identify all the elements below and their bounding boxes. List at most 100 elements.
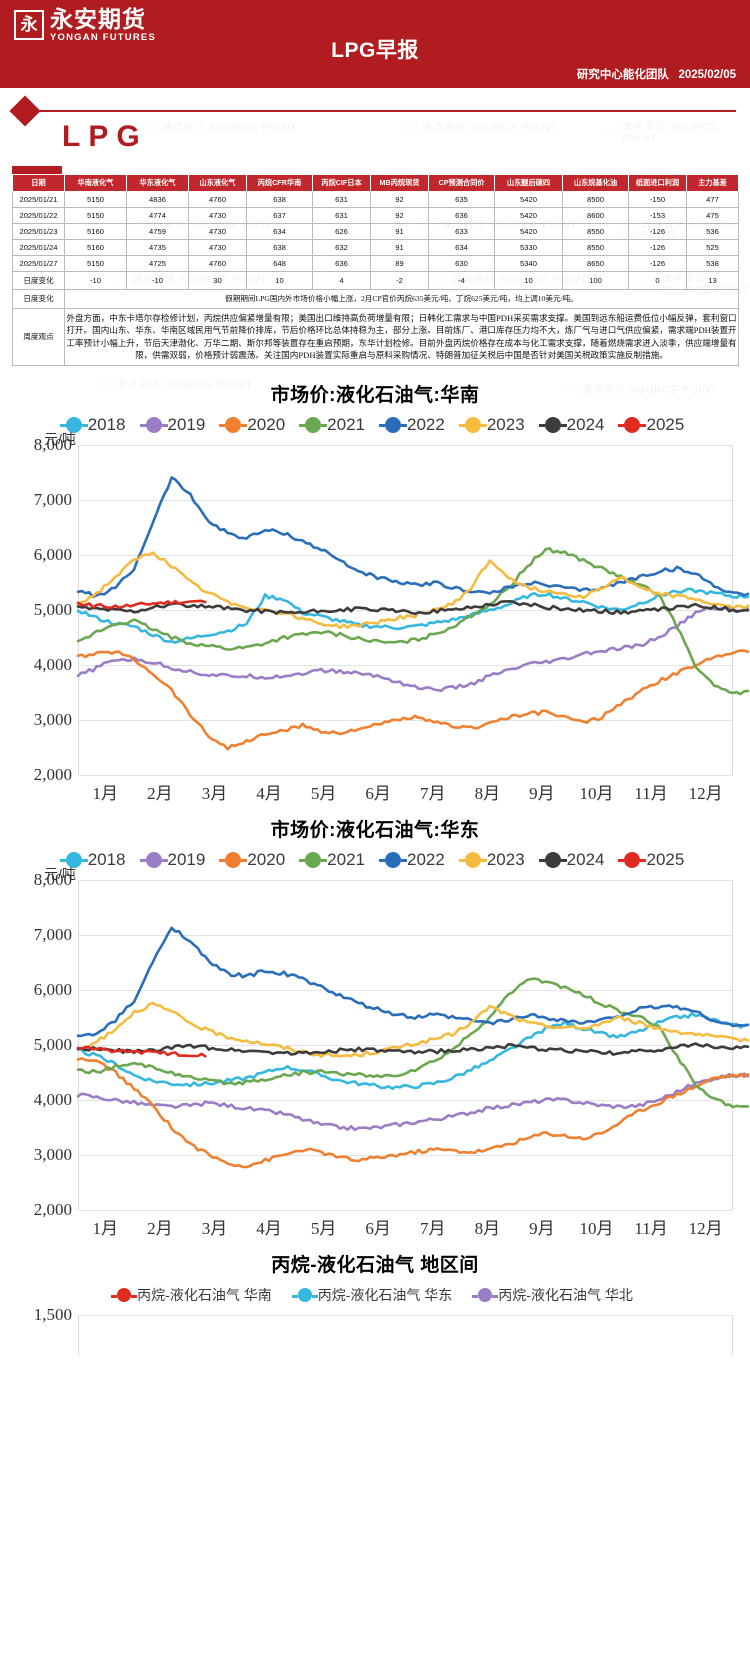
brand-logo: 永 永安期货 YONGAN FUTURES [14, 8, 156, 43]
x-tick-label: 9月 [529, 783, 555, 803]
daily-change-cell: 0 [628, 271, 687, 290]
table-cell: 4725 [126, 255, 189, 272]
chart-title: 丙烷-液化石油气 地区间 [271, 1254, 479, 1276]
table-cell: 631 [312, 207, 371, 224]
table-cell: 536 [686, 223, 739, 240]
daily-change-cell: -2 [370, 271, 429, 290]
legend-label: 2018 [87, 414, 126, 434]
legend-marker-icon [299, 851, 328, 868]
legend-item[interactable]: 2023 [458, 414, 525, 435]
y-tick-label: 6,000 [33, 544, 72, 564]
y-tick-label: 5,000 [33, 599, 72, 619]
table-cell: 631 [312, 191, 371, 208]
chart-title: 市场价:液化石油气:华东 [270, 819, 480, 841]
y-tick-label: 2,000 [33, 764, 72, 784]
y-tick-label: 1,500 [33, 1304, 72, 1324]
series-line [76, 1041, 750, 1056]
x-tick-label: 10月 [579, 1218, 614, 1238]
legend-marker-icon [111, 1287, 138, 1302]
legend-label: 2025 [646, 414, 685, 434]
x-axis-labels: 1月 2月 3月 4月 5月 6月 7月 8月 9月 10月 11月 12月 [78, 779, 733, 804]
table-col-header: 山东醚后碳四 [494, 174, 563, 192]
gridline [79, 499, 732, 501]
legend-label: 2020 [247, 849, 286, 869]
legend-item[interactable]: 2018 [59, 850, 126, 870]
legend-label: 2019 [167, 849, 206, 869]
legend-label: 丙烷-液化石油气 华北 [498, 1286, 633, 1303]
legend-item[interactable]: 2020 [219, 415, 285, 435]
table-cell: 5420 [494, 191, 563, 208]
research-team: 研究中心能化团队 [576, 69, 669, 81]
y-axis-labels: 8,000 7,000 6,000 5,000 4,000 3,000 2,000 [0, 870, 72, 1219]
table-col-header: 华东液化气 [126, 174, 189, 192]
x-tick-label: 12月 [688, 1218, 723, 1238]
legend-item[interactable]: 2020 [219, 849, 286, 870]
legend-label: 2023 [486, 849, 525, 869]
legend-item[interactable]: 2021 [299, 850, 365, 870]
legend-item[interactable]: 2024 [538, 414, 605, 435]
daily-note-text-row: 日度变化 假期期间LPG国内外市场价格小幅上涨，2月CP官价丙烷635美元/吨、丁… [12, 289, 739, 309]
legend-item[interactable]: 丙烷-液化石油气 华北 [472, 1285, 633, 1305]
table-col-header: MB丙烷现货 [370, 174, 429, 192]
legend-marker-icon [472, 1287, 499, 1302]
page-header: 永 永安期货 YONGAN FUTURES LPG早报 研究中心能化团队 202… [0, 0, 750, 88]
x-tick-label: 1月 [92, 1218, 119, 1238]
table-cell: 634 [428, 239, 495, 256]
table-cell: 89 [370, 255, 429, 272]
legend-label: 2023 [486, 414, 525, 434]
table-cell: 5150 [64, 255, 127, 272]
series-layer [76, 926, 750, 1168]
x-tick-label: 6月 [365, 783, 391, 803]
table-cell: 626 [312, 223, 371, 240]
daily-change-cell: -4 [428, 271, 495, 290]
legend-item[interactable]: 2025 [618, 850, 684, 870]
legend-item[interactable]: 2018 [59, 414, 126, 435]
table-col-header: 丙烷CIF日本 [312, 174, 371, 192]
daily-change-cell: 100 [562, 271, 629, 290]
table-cell: 5420 [494, 207, 563, 224]
legend-label: 2024 [566, 414, 605, 434]
legend-item[interactable]: 2024 [538, 850, 604, 870]
daily-note-label: 日度变化 [12, 289, 65, 309]
table-cell: 525 [686, 239, 739, 256]
legend-item[interactable]: 2021 [299, 415, 365, 435]
table-cell: -126 [628, 239, 687, 256]
table-cell: 2025/01/21 [12, 191, 65, 208]
legend-item[interactable]: 2022 [379, 415, 445, 435]
series-line [76, 926, 750, 1037]
legend-item[interactable]: 2025 [618, 414, 685, 435]
table-cell: 4774 [126, 207, 189, 224]
y-tick-label: 8,000 [33, 869, 72, 889]
table-cell: -150 [628, 191, 687, 208]
table-row: 2025/01/27 5150 4725 4760 648 636 89 630 5340 865… [12, 255, 739, 272]
weekly-note-text: 外盘方面，中东卡塔尔存检修计划，丙烷供应偏紧增量有限；美国出口维持高负荷增量有限… [64, 307, 739, 366]
table-cell: 4730 [188, 207, 247, 224]
daily-change-cell: 4 [312, 271, 371, 290]
gridline [79, 879, 732, 881]
legend-item[interactable]: 丙烷-液化石油气 华南 [111, 1285, 272, 1305]
plot-area: 元/吨 8,000 7,000 6,000 5,000 4,000 3,000 2,000 1月… [0, 866, 750, 1238]
chart-legend: 丙烷-液化石油气 华南 丙烷-液化石油气 华东 丙烷-液化石油气 华北 [0, 1285, 750, 1305]
series-line [76, 1056, 750, 1168]
gridline [79, 1314, 732, 1316]
legend-item[interactable]: 丙烷-液化石油气 华东 [291, 1285, 453, 1305]
table-cell: 8650 [562, 255, 629, 272]
legend-item[interactable]: 2019 [139, 415, 205, 435]
legend-item[interactable]: 2019 [139, 849, 206, 870]
legend-item[interactable]: 2023 [458, 849, 525, 870]
x-tick-label: 7月 [420, 1218, 446, 1238]
y-tick-label: 7,000 [33, 924, 72, 944]
table-cell: 2025/01/24 [12, 239, 65, 256]
x-tick-label: 4月 [256, 783, 282, 803]
y-tick-label: 2,000 [33, 1199, 72, 1219]
legend-label: 丙烷-液化石油气 华东 [317, 1286, 453, 1303]
table-cell: 633 [428, 223, 495, 240]
table-cell: 8600 [562, 207, 629, 224]
legend-item[interactable]: 2022 [379, 850, 445, 870]
table-cell: 4735 [126, 239, 189, 256]
table-cell: 92 [370, 207, 429, 224]
table-row: 2025/01/21 5150 4836 4760 638 631 92 635 5420 850… [12, 191, 739, 208]
x-tick-label: 11月 [634, 783, 668, 803]
y-tick-label: 4,000 [33, 1089, 72, 1109]
gridline [79, 719, 732, 721]
